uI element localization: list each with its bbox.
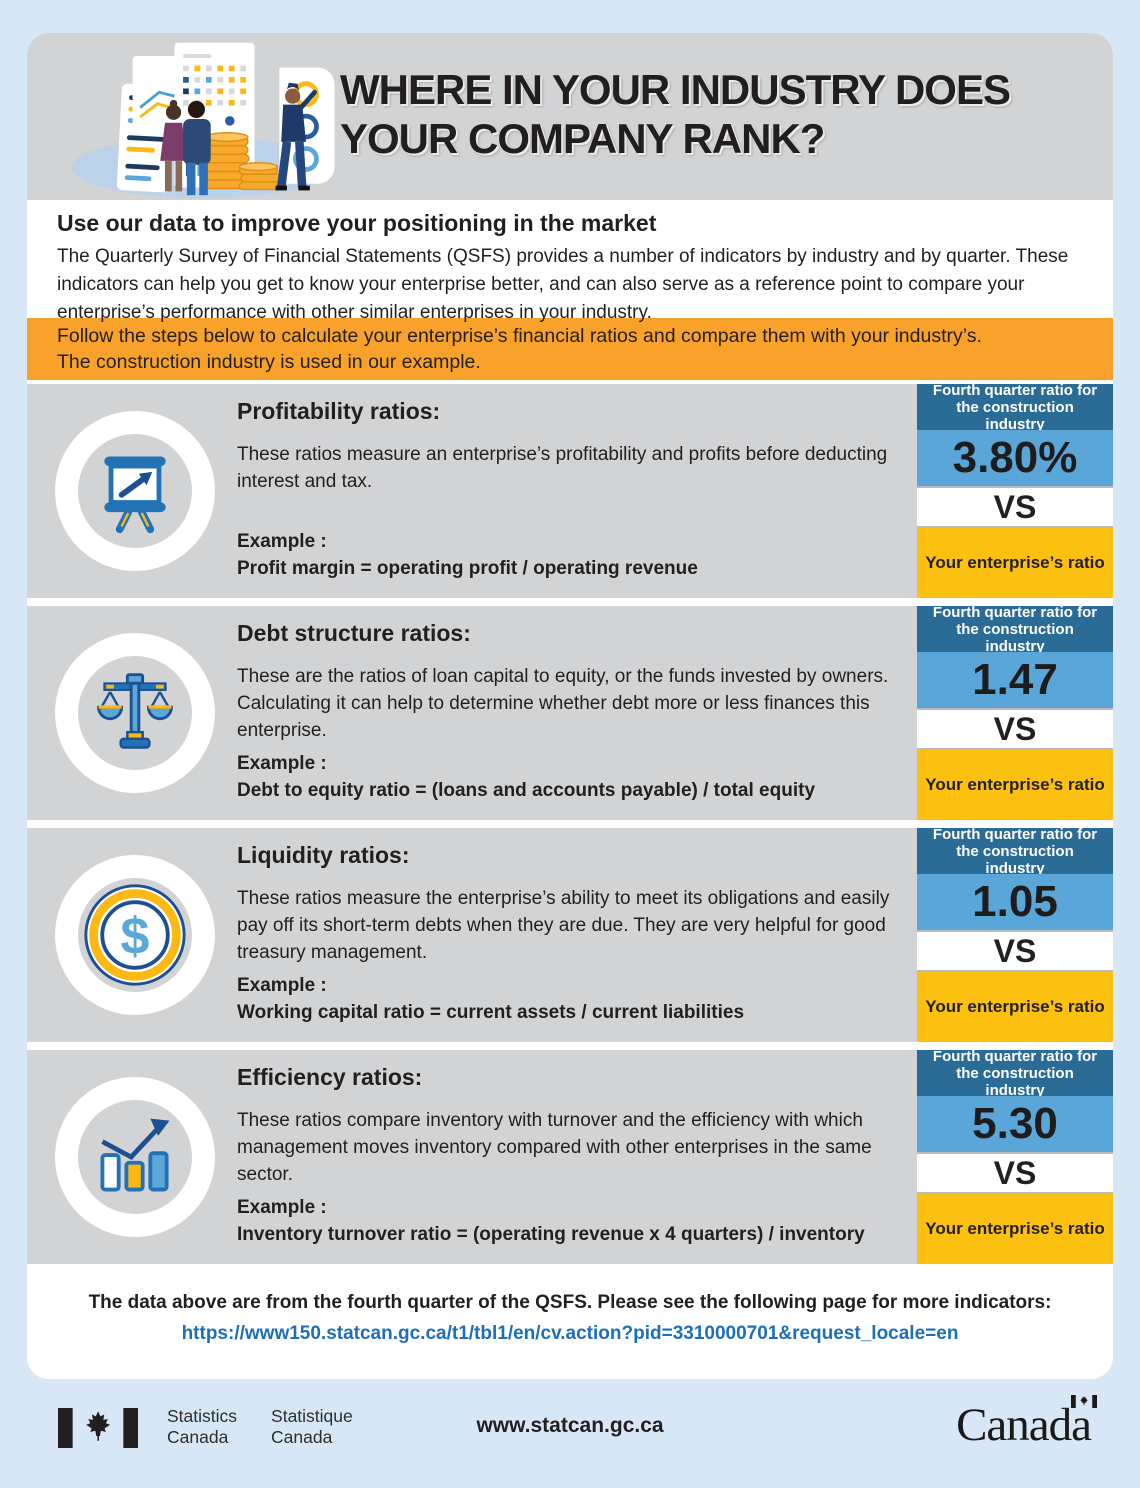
footnote-text: The data above are from the fourth quart… — [88, 1292, 1052, 1313]
section-debt-structure: Debt structure ratios: These are the rat… — [27, 604, 1113, 820]
intro-heading: Use our data to improve your positioning… — [57, 210, 657, 236]
section-icon-column — [27, 606, 237, 820]
balance-scale-icon — [97, 673, 173, 749]
section-icon-column — [27, 384, 237, 598]
infographic-card: WHERE IN YOUR INDUSTRY DOES YOUR COMPANY… — [27, 33, 1113, 1379]
page-title: WHERE IN YOUR INDUSTRY DOES YOUR COMPANY… — [340, 65, 1011, 163]
canada-flag-icon — [58, 1408, 138, 1448]
intro-body: The Quarterly Survey of Financial Statem… — [57, 246, 1069, 323]
industry-ratio-value: 1.47 — [917, 652, 1113, 708]
vs-label: VS — [917, 708, 1113, 750]
industry-ratio-value: 5.30 — [917, 1096, 1113, 1152]
enterprise-ratio-label: Your enterprise’s ratio — [917, 528, 1113, 598]
page-title-line1: WHERE IN YOUR INDUSTRY DOES — [340, 66, 1011, 113]
footnote-section: The data above are from the fourth quart… — [27, 1264, 1113, 1379]
section-title: Debt structure ratios: — [237, 620, 471, 646]
panel-header: Fourth quarter ratio for the constructio… — [917, 1048, 1113, 1099]
section-description: These are the ratios of loan capital to … — [237, 666, 889, 741]
vs-label: VS — [917, 1152, 1113, 1194]
wordmark-flag-icon — [1071, 1395, 1097, 1408]
section-icon-column — [27, 1050, 237, 1264]
ratio-panel: Fourth quarter ratio for the constructio… — [917, 382, 1113, 598]
header-band: WHERE IN YOUR INDUSTRY DOES YOUR COMPANY… — [27, 33, 1113, 200]
statcan-table-link[interactable]: https://www150.statcan.gc.ca/t1/tbl1/en/… — [181, 1323, 959, 1344]
vs-label: VS — [917, 486, 1113, 528]
section-description: These ratios measure an enterprise’s pro… — [237, 444, 888, 492]
panel-header: Fourth quarter ratio for the constructio… — [917, 826, 1113, 877]
page-title-line2: YOUR COMPANY RANK? — [340, 115, 825, 162]
example-label: Example : — [237, 1197, 327, 1218]
presentation-chart-icon — [104, 456, 166, 534]
industry-ratio-value: 3.80% — [917, 430, 1113, 486]
ratio-panel: Fourth quarter ratio for the constructio… — [917, 1048, 1113, 1264]
section-description: These ratios compare inventory with turn… — [237, 1110, 872, 1185]
vs-label: VS — [917, 930, 1113, 972]
example-formula: Working capital ratio = current assets /… — [237, 1002, 745, 1023]
section-title: Liquidity ratios: — [237, 842, 410, 868]
example-label: Example : — [237, 753, 327, 774]
statcan-french-label: Statistique Canada — [271, 1406, 353, 1447]
section-icon-column: $ — [27, 828, 237, 1042]
banner-line2: The construction industry is used in our… — [57, 351, 481, 373]
section-description: These ratios measure the enterprise’s ab… — [237, 888, 890, 963]
example-formula: Profit margin = operating profit / opera… — [237, 558, 698, 579]
enterprise-ratio-label: Your enterprise’s ratio — [917, 972, 1113, 1042]
intro-section: Use our data to improve your positioning… — [27, 200, 1113, 323]
example-formula: Inventory turnover ratio = (operating re… — [237, 1224, 865, 1245]
bar-chart-growth-icon — [100, 1118, 170, 1192]
banner-line1: Follow the steps below to calculate your… — [57, 325, 982, 347]
enterprise-ratio-label: Your enterprise’s ratio — [917, 1194, 1113, 1264]
section-title: Profitability ratios: — [237, 398, 441, 424]
statistics-canada-signature: Statistics Canada Statistique Canada — [57, 1406, 387, 1448]
enterprise-ratio-label: Your enterprise’s ratio — [917, 750, 1113, 820]
section-liquidity: $ Liquidity ratios: These ratios measure… — [27, 826, 1113, 1042]
section-title: Efficiency ratios: — [237, 1064, 423, 1090]
panel-header: Fourth quarter ratio for the constructio… — [917, 382, 1113, 433]
statcan-english-label: Statistics Canada — [167, 1406, 238, 1447]
panel-header: Fourth quarter ratio for the constructio… — [917, 604, 1113, 655]
ratio-panel: Fourth quarter ratio for the constructio… — [917, 604, 1113, 820]
ratio-panel: Fourth quarter ratio for the constructio… — [917, 826, 1113, 1042]
bottom-bar: Statistics Canada Statistique Canada www… — [27, 1395, 1113, 1468]
industry-ratio-value: 1.05 — [917, 874, 1113, 930]
example-label: Example : — [237, 975, 327, 996]
section-profitability: Profitability ratios: These ratios measu… — [27, 382, 1113, 598]
canada-wordmark: Canada — [956, 1395, 1097, 1452]
instruction-banner: Follow the steps below to calculate your… — [27, 318, 1113, 380]
dollar-coin-icon: $ — [84, 884, 186, 986]
hero-illustration — [71, 42, 335, 199]
example-label: Example : — [237, 531, 327, 552]
section-efficiency: Efficiency ratios: These ratios compare … — [27, 1048, 1113, 1264]
example-formula: Debt to equity ratio = (loans and accoun… — [237, 780, 816, 801]
svg-text:$: $ — [121, 907, 150, 965]
statcan-website-url: www.statcan.gc.ca — [476, 1414, 664, 1437]
